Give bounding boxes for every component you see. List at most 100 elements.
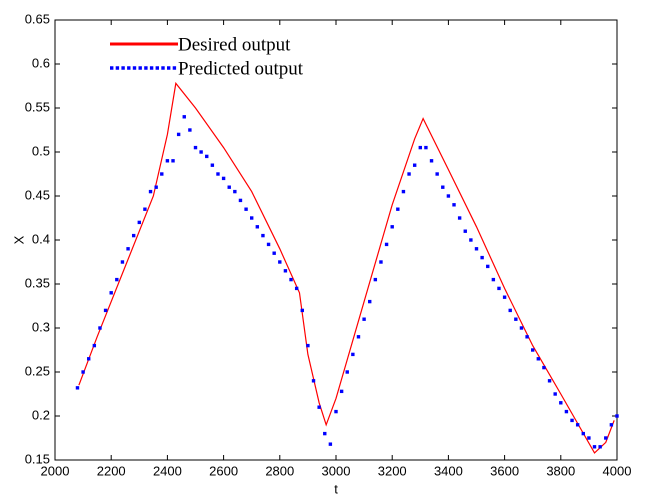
x-axis-label: t	[334, 481, 338, 496]
data-point	[553, 392, 557, 396]
data-point	[604, 436, 608, 440]
data-point	[244, 207, 248, 211]
data-point	[109, 291, 113, 295]
data-point	[463, 229, 467, 233]
y-tick-label: 0.45	[25, 187, 50, 202]
data-point	[396, 207, 400, 211]
data-point	[547, 379, 552, 383]
data-point	[75, 386, 80, 390]
data-point	[491, 277, 496, 282]
data-point	[519, 326, 524, 330]
data-point	[199, 150, 203, 154]
legend-label: Desired output	[178, 34, 291, 55]
y-tick-label: 0.5	[32, 143, 50, 158]
data-point	[435, 172, 439, 176]
data-point	[356, 335, 361, 339]
data-point	[294, 286, 299, 291]
data-point	[531, 348, 535, 352]
data-point	[154, 185, 158, 189]
data-point	[182, 115, 186, 119]
data-point	[345, 370, 349, 374]
data-point	[339, 389, 344, 394]
data-point	[87, 357, 91, 361]
data-point	[255, 225, 260, 229]
data-point	[424, 145, 428, 150]
data-point	[615, 414, 619, 418]
data-point	[379, 260, 383, 264]
data-point	[407, 172, 411, 176]
data-point	[193, 145, 198, 150]
data-point	[401, 189, 406, 194]
x-tick-label: 2600	[209, 463, 238, 478]
x-tick-label: 2000	[41, 463, 70, 478]
data-point	[210, 163, 215, 167]
y-axis-label: X	[11, 235, 26, 244]
data-point	[143, 207, 147, 211]
data-point	[131, 233, 136, 238]
y-tick-label: 0.3	[32, 319, 50, 334]
data-point	[311, 379, 316, 383]
data-point	[165, 159, 170, 163]
plot-area	[54, 19, 618, 461]
data-point	[457, 216, 462, 220]
data-point	[373, 277, 378, 282]
y-tick-label: 0.4	[32, 231, 50, 246]
legend-label: Predicted output	[178, 58, 304, 79]
x-tick-label: 3200	[378, 463, 407, 478]
data-point	[238, 198, 243, 203]
data-point	[598, 445, 602, 449]
data-point	[469, 238, 473, 242]
data-point	[497, 286, 501, 291]
data-point	[221, 176, 226, 181]
data-point	[148, 189, 153, 194]
y-tick-label: 0.15	[25, 451, 50, 466]
data-point	[536, 357, 541, 361]
y-tick-label: 0.65	[25, 11, 50, 26]
data-point	[227, 185, 231, 189]
x-tick-label: 2800	[265, 463, 294, 478]
data-point	[323, 431, 327, 436]
data-point	[328, 442, 333, 446]
data-point	[508, 308, 512, 313]
data-point	[266, 242, 271, 247]
y-tick-label: 0.25	[25, 363, 50, 378]
data-point	[587, 436, 591, 440]
data-line	[78, 81, 615, 454]
data-point	[306, 343, 310, 348]
x-tick-label: 2200	[97, 463, 126, 478]
data-point	[429, 159, 434, 163]
data-point	[98, 326, 102, 330]
data-point	[581, 431, 585, 436]
data-point	[250, 216, 254, 220]
x-tick-label: 3000	[322, 463, 351, 478]
data-point	[362, 317, 366, 321]
data-point	[137, 220, 141, 225]
data-point	[289, 277, 293, 282]
data-point	[171, 159, 175, 163]
data-point	[300, 308, 304, 313]
data-point	[418, 145, 422, 150]
x-tick-label: 3600	[490, 463, 519, 478]
data-point	[412, 163, 417, 167]
data-point	[609, 423, 614, 427]
data-point	[384, 242, 389, 247]
data-point	[502, 295, 507, 299]
data-point	[559, 401, 563, 405]
data-point	[216, 172, 220, 176]
data-point	[486, 264, 490, 269]
x-tick-label: 2400	[153, 463, 182, 478]
data-point	[126, 247, 130, 251]
data-point	[176, 132, 181, 137]
y-tick-label: 0.2	[32, 407, 50, 422]
y-tick-label: 0.35	[25, 275, 50, 290]
data-point	[120, 260, 125, 264]
data-point	[368, 299, 372, 304]
data-point	[441, 185, 445, 189]
data-point	[525, 335, 529, 339]
y-tick-label: 0.6	[32, 55, 50, 70]
data-point	[480, 255, 484, 260]
data-point	[103, 308, 108, 313]
data-point	[233, 189, 237, 194]
data-point	[261, 233, 265, 238]
